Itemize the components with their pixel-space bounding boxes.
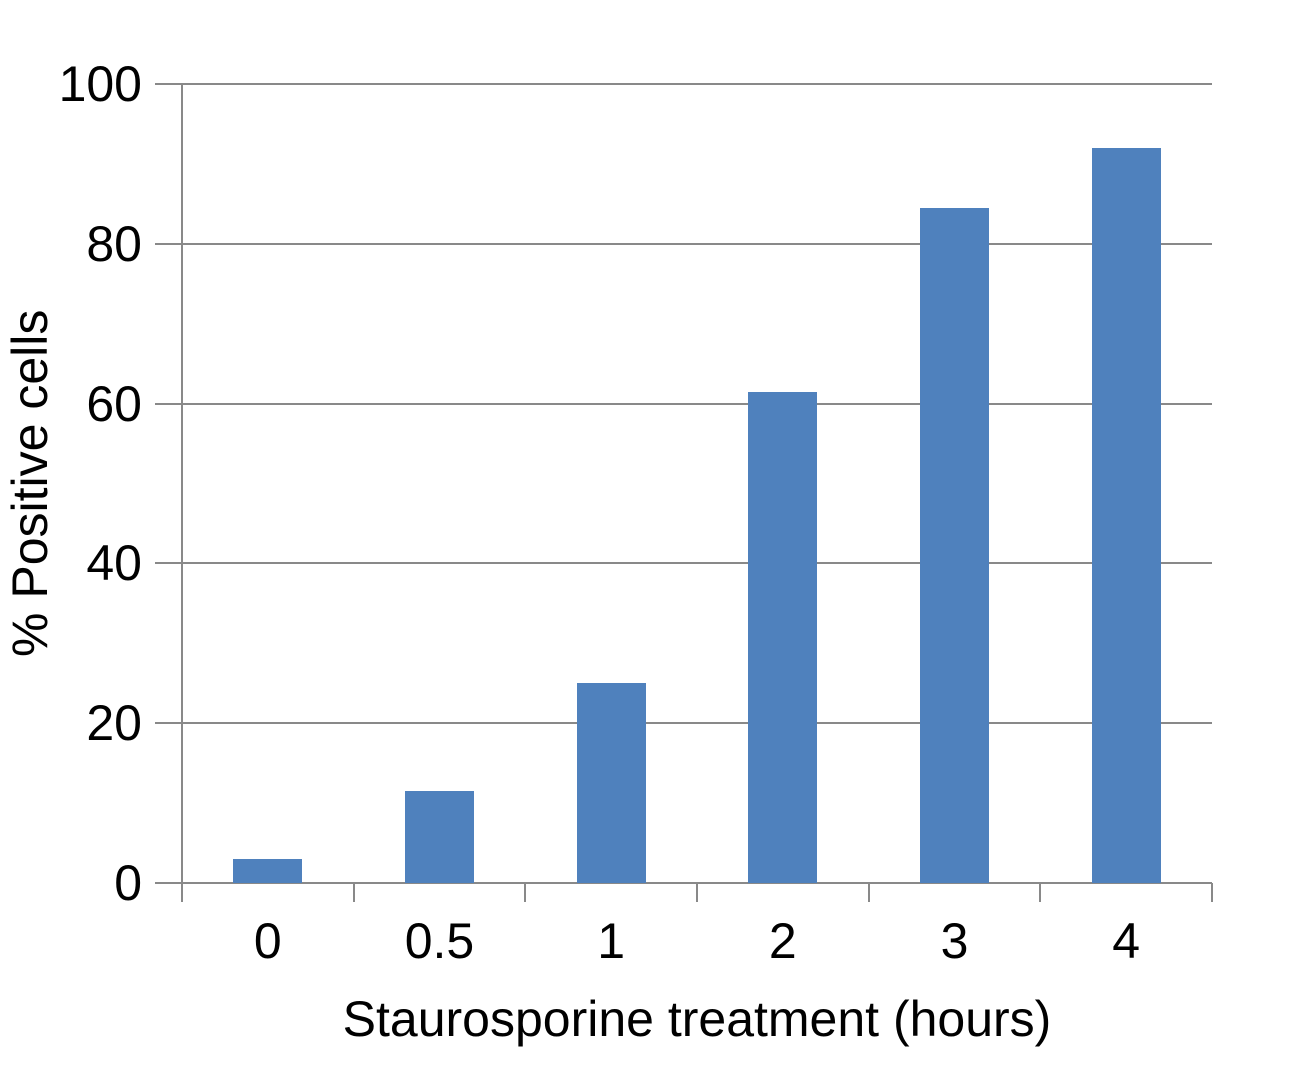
gridline bbox=[182, 242, 1212, 245]
y-tick-label: 20 bbox=[86, 695, 142, 752]
y-tick-mark bbox=[155, 882, 182, 884]
y-tick-mark bbox=[155, 562, 182, 565]
x-axis-title: Staurosporine treatment (hours) bbox=[342, 991, 1052, 1047]
y-tick-label: 40 bbox=[86, 535, 142, 592]
y-axis-line bbox=[181, 84, 183, 883]
x-tick-mark bbox=[1211, 883, 1213, 902]
x-tick-label: 2 bbox=[768, 913, 797, 969]
y-tick-mark bbox=[155, 242, 182, 245]
bar-2 bbox=[748, 391, 818, 883]
y-axis-title: % Positive cells bbox=[2, 309, 58, 658]
gridline bbox=[182, 402, 1212, 405]
x-tick-mark bbox=[1039, 883, 1042, 902]
y-tick-mark bbox=[155, 722, 182, 725]
gridline bbox=[182, 562, 1212, 565]
y-tick-label: 0 bbox=[114, 855, 142, 911]
bar-1 bbox=[576, 683, 646, 883]
x-tick-mark bbox=[524, 883, 527, 902]
y-tick-mark bbox=[155, 402, 182, 405]
x-tick-mark bbox=[352, 883, 355, 902]
bar-0.5 bbox=[405, 791, 474, 883]
bar-0 bbox=[233, 859, 303, 883]
x-tick-mark bbox=[181, 883, 183, 902]
x-tick-label: 3 bbox=[940, 913, 969, 969]
x-tick-label: 0.5 bbox=[404, 913, 475, 969]
x-tick-label: 4 bbox=[1112, 913, 1141, 969]
y-tick-label: 60 bbox=[86, 375, 142, 432]
gridline bbox=[182, 83, 1212, 85]
y-tick-mark bbox=[155, 83, 182, 85]
bar-3 bbox=[920, 207, 989, 883]
y-tick-label: 80 bbox=[86, 215, 142, 272]
x-tick-mark bbox=[696, 883, 698, 902]
x-tick-mark bbox=[867, 883, 870, 902]
bar-4 bbox=[1091, 147, 1161, 883]
x-tick-label: 1 bbox=[597, 913, 626, 969]
x-tick-label: 0 bbox=[253, 913, 282, 969]
y-tick-label: 100 bbox=[58, 56, 142, 112]
gridline bbox=[182, 722, 1212, 725]
